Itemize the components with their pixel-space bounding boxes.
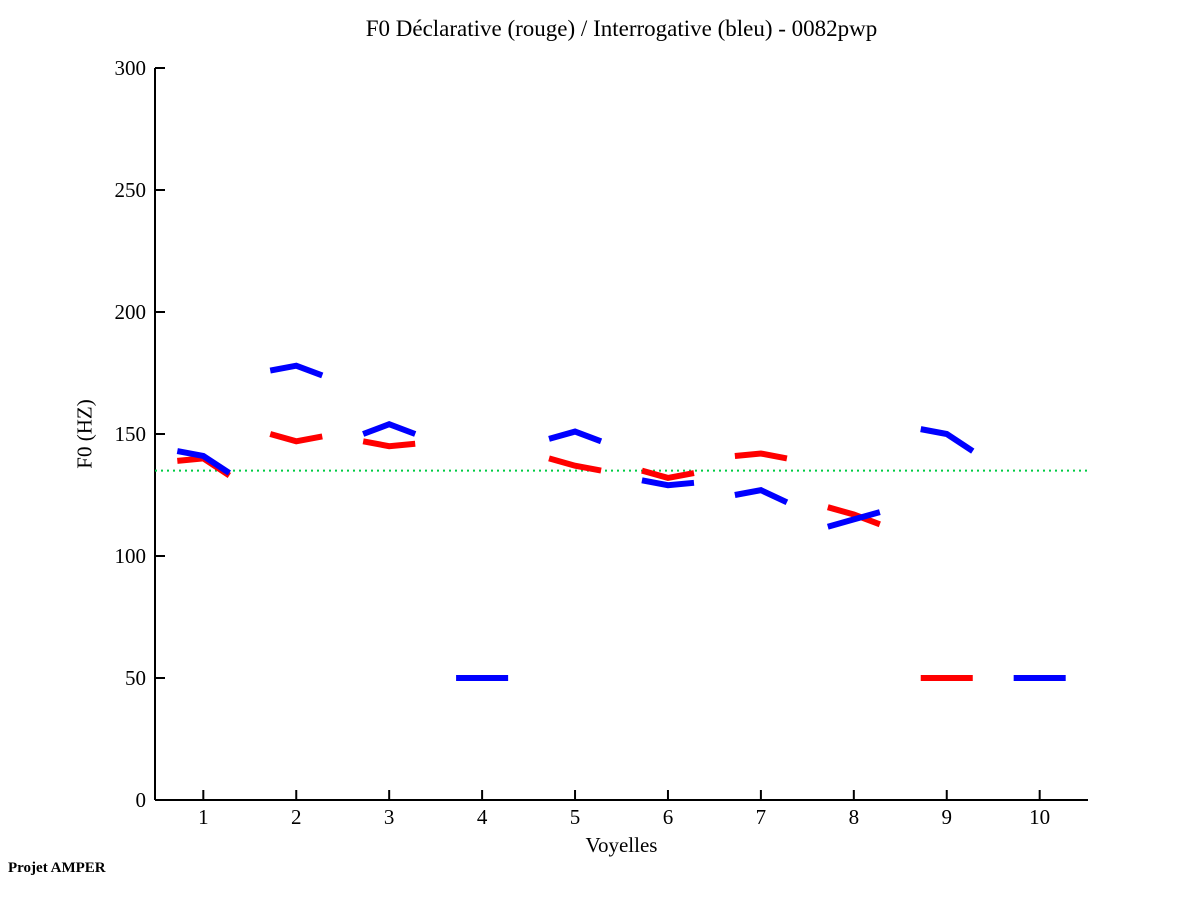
interrogative-segment-vowel-6 — [641, 477, 695, 489]
y-tick-label: 200 — [115, 300, 147, 324]
interrogative-segment-vowel-9 — [920, 426, 975, 454]
interrogative-segment-vowel-5 — [548, 428, 603, 445]
chart-title: F0 Déclarative (rouge) / Interrogative (… — [365, 16, 878, 41]
interrogative-segment-vowel-7 — [734, 486, 789, 506]
x-tick-label: 5 — [570, 805, 581, 829]
interrogative-segment-vowel-3 — [362, 421, 417, 437]
y-tick-label: 300 — [115, 56, 147, 80]
x-tick-label: 10 — [1029, 805, 1050, 829]
x-axis-label: Voyelles — [585, 833, 658, 857]
y-tick-label: 50 — [125, 666, 146, 690]
x-tick-label: 1 — [198, 805, 209, 829]
x-tick-label: 6 — [663, 805, 674, 829]
x-tick-label: 4 — [477, 805, 488, 829]
interrogative-segment-vowel-8 — [826, 509, 881, 530]
y-tick-label: 0 — [136, 788, 147, 812]
y-tick-label: 250 — [115, 178, 147, 202]
interrogative-segment-vowel-2 — [269, 362, 324, 379]
x-tick-label: 9 — [941, 805, 952, 829]
y-axis-label: F0 (HZ) — [72, 399, 97, 469]
interrogative-segment-vowel-1 — [176, 448, 231, 476]
project-footer: Projet AMPER — [8, 860, 106, 876]
x-tick-label: 8 — [849, 805, 860, 829]
declarative-segment-vowel-3 — [362, 438, 416, 450]
y-tick-label: 100 — [115, 544, 147, 568]
y-tick-label: 150 — [115, 422, 147, 446]
x-tick-label: 3 — [384, 805, 395, 829]
declarative-segment-vowel-6 — [641, 467, 695, 481]
declarative-segment-vowel-2 — [269, 431, 323, 445]
x-tick-label: 2 — [291, 805, 302, 829]
x-tick-label: 7 — [756, 805, 767, 829]
declarative-segment-vowel-7 — [734, 450, 788, 462]
declarative-segment-vowel-5 — [548, 455, 602, 474]
declarative-segment-vowel-8 — [826, 504, 881, 528]
